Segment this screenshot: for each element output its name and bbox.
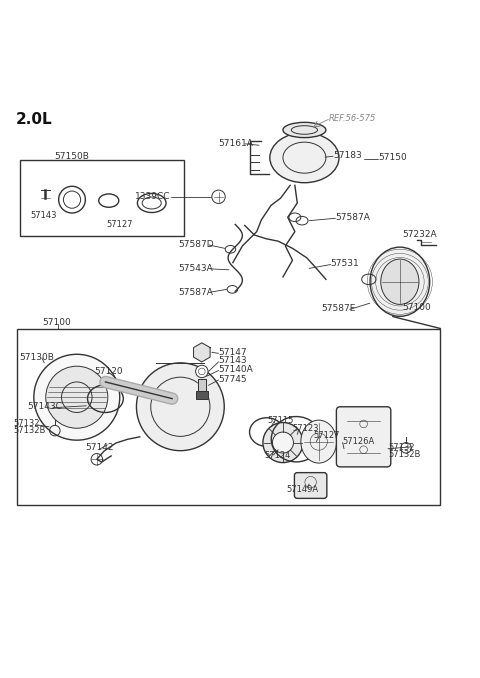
Ellipse shape: [301, 420, 336, 463]
Text: 57140A: 57140A: [218, 365, 253, 374]
Text: 57124: 57124: [265, 452, 291, 460]
Text: 57115: 57115: [268, 416, 294, 424]
Text: 57587A: 57587A: [178, 287, 213, 297]
Text: 57531: 57531: [331, 259, 360, 268]
Text: 57543A: 57543A: [178, 264, 213, 273]
Text: 57100: 57100: [402, 304, 431, 313]
Text: 57587D: 57587D: [178, 240, 214, 249]
FancyBboxPatch shape: [336, 407, 391, 467]
Bar: [20, 160, 184, 237]
Circle shape: [263, 422, 303, 462]
Text: 57143: 57143: [218, 357, 247, 365]
Text: 57132B: 57132B: [388, 450, 420, 459]
Polygon shape: [193, 343, 210, 362]
Text: 57132B: 57132B: [13, 426, 46, 435]
Text: 57123: 57123: [292, 424, 319, 433]
FancyBboxPatch shape: [294, 473, 327, 498]
Text: 1339CC: 1339CC: [135, 193, 170, 201]
Text: 57127: 57127: [313, 431, 339, 440]
Text: 57150B: 57150B: [54, 152, 89, 161]
Text: 57587A: 57587A: [336, 213, 370, 222]
Text: 57143C: 57143C: [28, 402, 62, 412]
Text: 57142: 57142: [85, 443, 113, 452]
Circle shape: [136, 363, 224, 451]
Text: 57132: 57132: [13, 420, 40, 428]
Text: 57100: 57100: [42, 318, 71, 327]
Circle shape: [34, 355, 120, 440]
Text: 2.0L: 2.0L: [16, 113, 52, 127]
Text: 57143: 57143: [30, 212, 57, 220]
Bar: [17, 329, 441, 505]
Text: REF.56-575: REF.56-575: [328, 113, 376, 123]
Bar: [196, 391, 208, 399]
Circle shape: [46, 366, 108, 428]
Ellipse shape: [283, 122, 326, 138]
Text: 57132: 57132: [388, 443, 414, 452]
Text: 57150: 57150: [378, 153, 407, 162]
Text: 57126A: 57126A: [343, 437, 375, 446]
Text: 57120: 57120: [95, 367, 123, 376]
Text: 57232A: 57232A: [402, 231, 437, 239]
Circle shape: [273, 432, 293, 453]
Polygon shape: [198, 379, 205, 391]
Text: 57130B: 57130B: [20, 353, 54, 361]
Ellipse shape: [270, 133, 339, 182]
Text: 57745: 57745: [218, 374, 247, 384]
Text: 57147: 57147: [218, 348, 247, 357]
Text: 57183: 57183: [333, 151, 362, 160]
Text: 57127: 57127: [107, 220, 133, 229]
Ellipse shape: [381, 259, 419, 304]
Text: 57587E: 57587E: [321, 304, 356, 313]
Text: 57149A: 57149A: [287, 485, 319, 494]
Text: 57161A: 57161A: [218, 139, 253, 148]
Circle shape: [196, 365, 208, 378]
Ellipse shape: [370, 247, 430, 317]
